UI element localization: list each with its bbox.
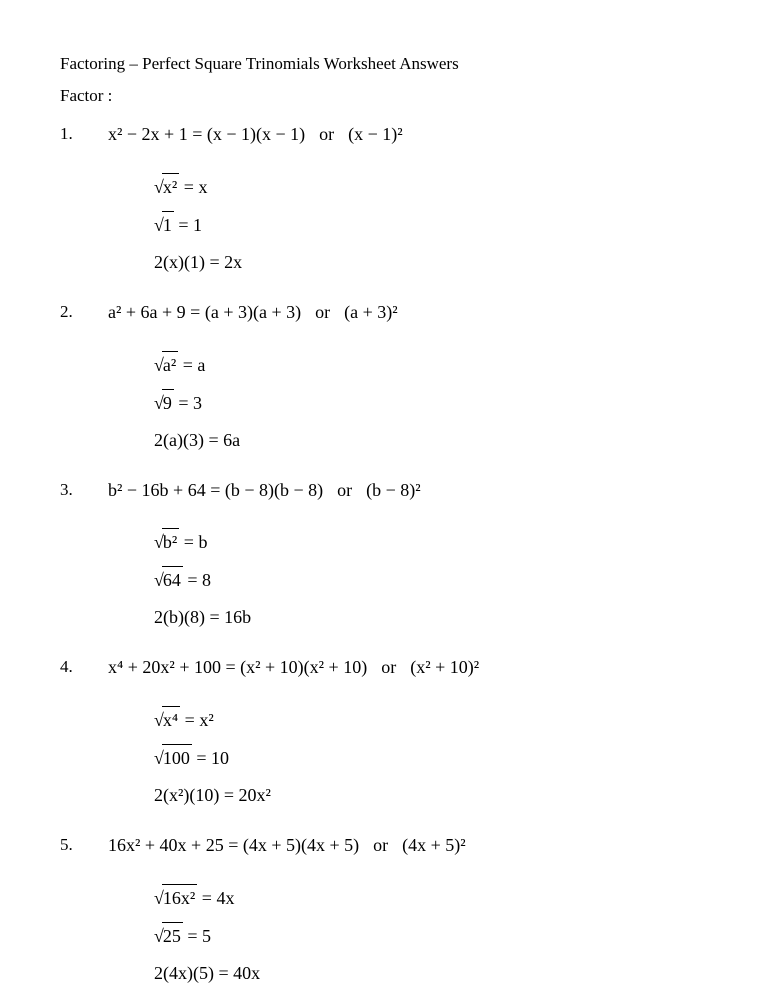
equation-line: 16x² + 40x + 25 = (4x + 5)(4x + 5)or(4x … xyxy=(108,831,708,860)
equation-line: x⁴ + 20x² + 100 = (x² + 10)(x² + 10)or(x… xyxy=(108,653,708,682)
problem-number: 2. xyxy=(60,298,108,322)
check-line: 2(x)(1) = 2x xyxy=(154,249,708,276)
problem: 4.x⁴ + 20x² + 100 = (x² + 10)(x² + 10)or… xyxy=(60,653,708,809)
page-subtitle: Factor : xyxy=(60,86,708,106)
sqrt-line-2: √1 = 1 xyxy=(154,211,708,239)
page-title: Factoring – Perfect Square Trinomials Wo… xyxy=(60,54,708,74)
or-text: or xyxy=(315,302,330,322)
sqrt-line-1: √a² = a xyxy=(154,351,708,379)
sqrt-line-1: √x⁴ = x² xyxy=(154,706,708,734)
sqrt-line-2: √64 = 8 xyxy=(154,566,708,594)
work-lines: √b² = b √64 = 8 2(b)(8) = 16b xyxy=(60,528,708,631)
or-text: or xyxy=(319,124,334,144)
problem: 2.a² + 6a + 9 = (a + 3)(a + 3)or(a + 3)²… xyxy=(60,298,708,454)
equation-line: b² − 16b + 64 = (b − 8)(b − 8)or(b − 8)² xyxy=(108,476,708,505)
problem-number: 1. xyxy=(60,120,108,144)
sqrt-line-2: √9 = 3 xyxy=(154,389,708,417)
or-text: or xyxy=(381,657,396,677)
work-lines: √a² = a √9 = 3 2(a)(3) = 6a xyxy=(60,351,708,454)
or-text: or xyxy=(337,480,352,500)
work-lines: √x² = x √1 = 1 2(x)(1) = 2x xyxy=(60,173,708,276)
problem-number: 4. xyxy=(60,653,108,677)
sqrt-line-2: √100 = 10 xyxy=(154,744,708,772)
problems-list: 1.x² − 2x + 1 = (x − 1)(x − 1)or(x − 1)²… xyxy=(60,120,708,987)
check-line: 2(x²)(10) = 20x² xyxy=(154,782,708,809)
problem: 5.16x² + 40x + 25 = (4x + 5)(4x + 5)or(4… xyxy=(60,831,708,987)
equation-line: x² − 2x + 1 = (x − 1)(x − 1)or(x − 1)² xyxy=(108,120,708,149)
problem-number: 3. xyxy=(60,476,108,500)
check-line: 2(a)(3) = 6a xyxy=(154,427,708,454)
check-line: 2(b)(8) = 16b xyxy=(154,604,708,631)
sqrt-line-1: √b² = b xyxy=(154,528,708,556)
work-lines: √16x² = 4x √25 = 5 2(4x)(5) = 40x xyxy=(60,884,708,987)
problem-number: 5. xyxy=(60,831,108,855)
or-text: or xyxy=(373,835,388,855)
work-lines: √x⁴ = x² √100 = 10 2(x²)(10) = 20x² xyxy=(60,706,708,809)
sqrt-line-1: √x² = x xyxy=(154,173,708,201)
equation-line: a² + 6a + 9 = (a + 3)(a + 3)or(a + 3)² xyxy=(108,298,708,327)
sqrt-line-1: √16x² = 4x xyxy=(154,884,708,912)
problem: 1.x² − 2x + 1 = (x − 1)(x − 1)or(x − 1)²… xyxy=(60,120,708,276)
problem: 3.b² − 16b + 64 = (b − 8)(b − 8)or(b − 8… xyxy=(60,476,708,632)
check-line: 2(4x)(5) = 40x xyxy=(154,960,708,987)
sqrt-line-2: √25 = 5 xyxy=(154,922,708,950)
